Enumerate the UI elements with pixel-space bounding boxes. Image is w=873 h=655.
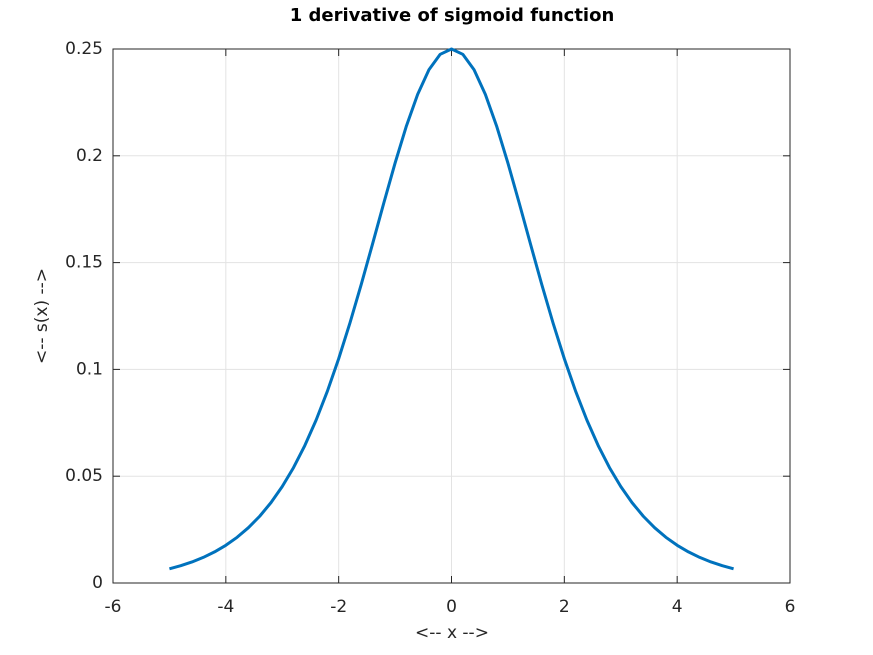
y-axis-label: <-- s(x) --> [32,268,52,364]
x-axis-label: <-- x --> [415,623,489,643]
x-tick-label: -6 [105,597,122,617]
chart-title: 1 derivative of sigmoid function [290,5,615,26]
y-tick-label: 0.1 [76,359,103,379]
y-tick-label: 0 [92,573,103,593]
y-tick-label: 0.05 [65,466,103,486]
x-tick-label: 0 [446,597,457,617]
data-line [169,47,734,571]
x-tick-label: -2 [330,597,347,617]
x-tick-label: 6 [785,597,796,617]
y-tick-label: 0.25 [65,39,103,59]
x-tick-label: -4 [217,597,234,617]
x-tick-label: 2 [559,597,570,617]
x-tick-label: 4 [672,597,683,617]
y-tick-label: 0.2 [76,146,103,166]
y-tick-label: 0.15 [65,253,103,273]
